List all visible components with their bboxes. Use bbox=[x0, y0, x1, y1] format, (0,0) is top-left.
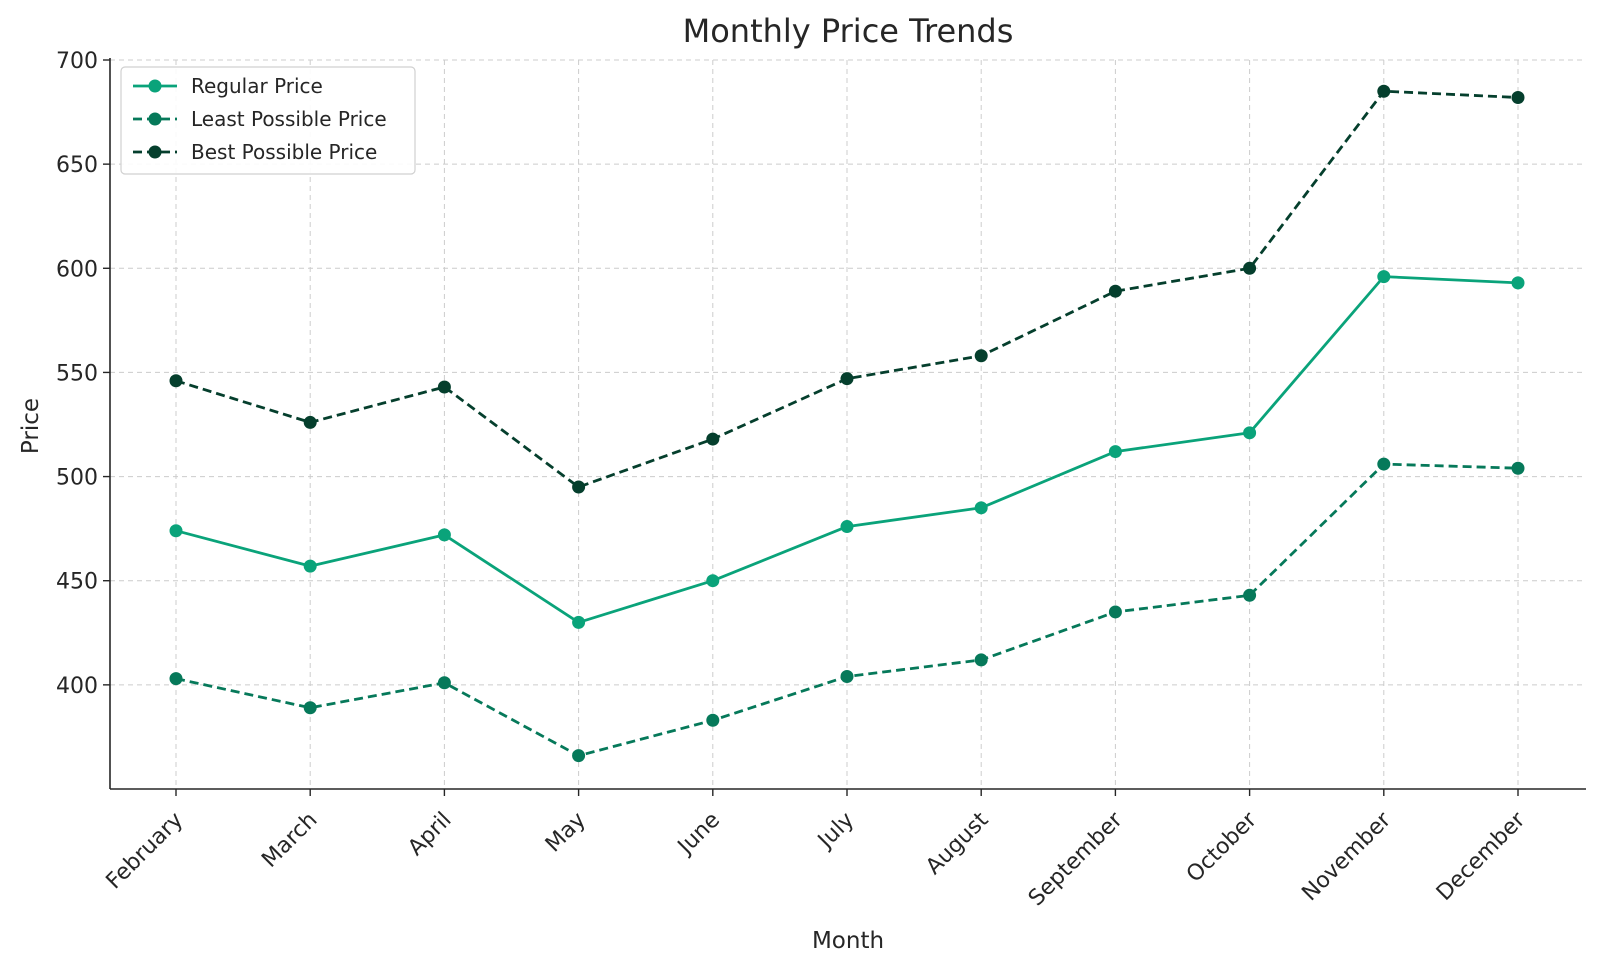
data-point bbox=[706, 432, 720, 446]
data-point bbox=[1377, 457, 1391, 471]
data-point bbox=[437, 676, 451, 690]
data-point bbox=[437, 528, 451, 542]
x-axis-label: Month bbox=[812, 928, 884, 954]
series-group bbox=[169, 84, 1525, 494]
y-tick-label: 500 bbox=[56, 466, 98, 491]
y-axis-ticks: 400 450 500 550 600 650 700 bbox=[56, 49, 110, 699]
chart-title: Monthly Price Trends bbox=[683, 12, 1014, 50]
data-point bbox=[1511, 276, 1525, 290]
data-point bbox=[1243, 261, 1257, 275]
legend-marker bbox=[148, 79, 162, 93]
data-point bbox=[303, 701, 317, 715]
data-point bbox=[1511, 461, 1525, 475]
data-point bbox=[840, 670, 854, 684]
data-point bbox=[572, 615, 586, 629]
legend-item: Best Possible Price bbox=[133, 140, 377, 164]
data-point bbox=[1511, 90, 1525, 104]
y-tick-label: 600 bbox=[56, 257, 98, 282]
data-point bbox=[303, 559, 317, 573]
axes bbox=[109, 58, 1586, 790]
data-point bbox=[1377, 84, 1391, 98]
data-point bbox=[974, 349, 988, 363]
data-point bbox=[706, 713, 720, 727]
y-tick-label: 700 bbox=[56, 49, 98, 74]
data-series bbox=[169, 84, 1525, 763]
series-group bbox=[169, 270, 1525, 629]
legend: Regular Price Least Possible Price Best Po… bbox=[120, 66, 416, 175]
y-tick-label: 450 bbox=[56, 570, 98, 595]
legend-item: Least Possible Price bbox=[133, 107, 387, 131]
data-point bbox=[1108, 605, 1122, 619]
data-point bbox=[303, 415, 317, 429]
data-point bbox=[437, 380, 451, 394]
data-point bbox=[1108, 445, 1122, 459]
data-point bbox=[169, 374, 183, 388]
data-point bbox=[1108, 284, 1122, 298]
data-point bbox=[974, 653, 988, 667]
y-tick-label: 400 bbox=[56, 674, 98, 699]
data-point bbox=[706, 574, 720, 588]
data-point bbox=[974, 501, 988, 515]
legend-item: Regular Price bbox=[133, 74, 323, 98]
legend-marker bbox=[148, 112, 162, 126]
data-point bbox=[572, 749, 586, 763]
data-point bbox=[840, 372, 854, 386]
legend-marker bbox=[148, 145, 162, 159]
legend-label: Regular Price bbox=[191, 74, 323, 98]
data-point bbox=[169, 672, 183, 686]
data-point bbox=[840, 520, 854, 534]
legend-label: Best Possible Price bbox=[191, 140, 377, 164]
series-group bbox=[169, 457, 1525, 763]
data-point bbox=[1243, 588, 1257, 602]
y-axis-label: Price bbox=[18, 398, 44, 454]
data-point bbox=[1377, 270, 1391, 284]
y-tick-label: 550 bbox=[56, 361, 98, 386]
data-point bbox=[1243, 426, 1257, 440]
y-tick-label: 650 bbox=[56, 153, 98, 178]
data-point bbox=[169, 524, 183, 538]
legend-label: Least Possible Price bbox=[191, 107, 387, 131]
legend-box bbox=[120, 66, 416, 175]
data-point bbox=[572, 480, 586, 494]
